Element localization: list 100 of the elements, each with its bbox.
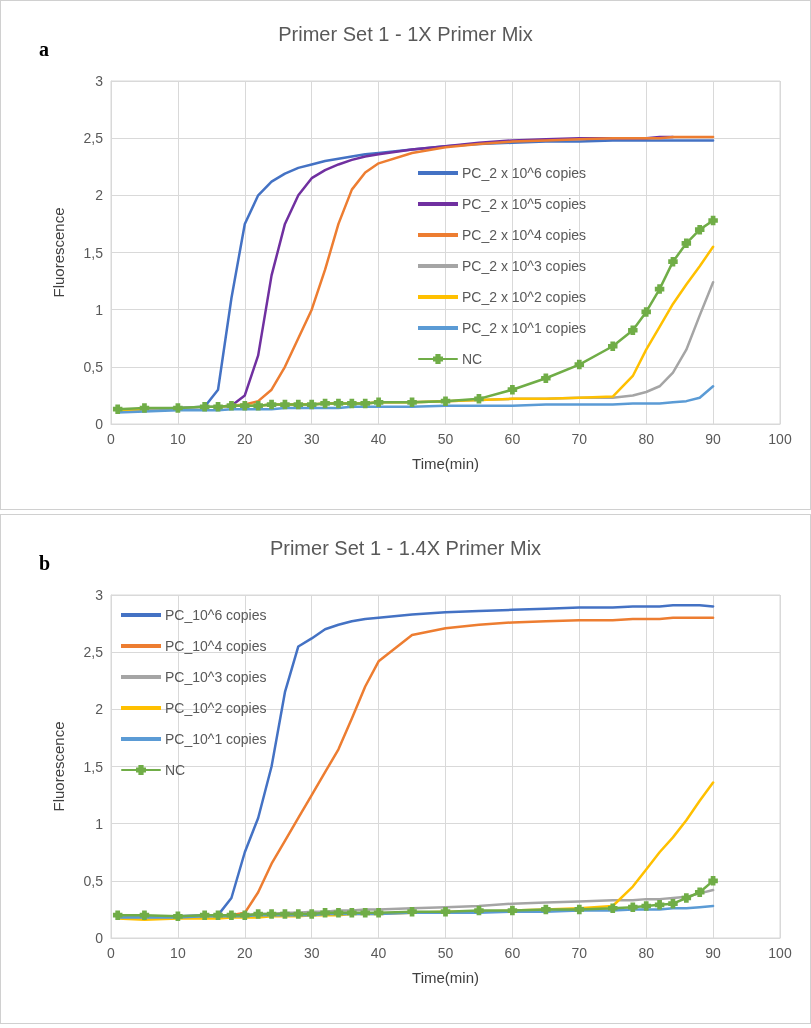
- x-tick-label: 90: [705, 431, 722, 447]
- point: [240, 910, 250, 920]
- legend-label: NC: [462, 351, 483, 367]
- legend-label: PC_2 x 10^4 copies: [462, 227, 587, 243]
- x-tick-label: 0: [107, 945, 116, 961]
- point: [541, 373, 551, 384]
- point: [213, 402, 223, 412]
- point: [360, 908, 370, 918]
- y-tick-label: 1: [95, 815, 104, 832]
- x-tick-label: 80: [638, 431, 655, 447]
- point: [173, 403, 183, 413]
- point: [373, 908, 384, 918]
- point: [280, 399, 290, 410]
- y-axis-title: Fluorescence: [50, 721, 67, 812]
- legend-label: PC_10^1 copies: [165, 731, 267, 747]
- point: [333, 908, 344, 918]
- point: [608, 903, 618, 914]
- point: [320, 398, 330, 409]
- y-axis-title: Fluorescence: [50, 207, 67, 298]
- legend-label: PC_2 x 10^1 copies: [462, 320, 587, 336]
- x-tick-label: 90: [705, 945, 722, 961]
- text: b: [39, 552, 51, 574]
- point: [199, 910, 210, 920]
- point: [694, 224, 705, 235]
- point: [293, 399, 304, 410]
- y-tick-label: 0: [95, 416, 104, 432]
- point: [668, 898, 678, 909]
- y-tick-label: 2: [95, 187, 104, 204]
- point: [440, 906, 451, 917]
- chart-title: Primer Set 1 - 1.4X Primer Mix: [269, 537, 542, 559]
- point: [407, 906, 417, 917]
- point: [253, 909, 263, 919]
- x-tick-label: 70: [571, 431, 588, 447]
- point: [240, 400, 250, 411]
- point: [641, 307, 651, 317]
- point: [407, 397, 417, 408]
- point: [253, 400, 263, 411]
- legend-label: PC_2 x 10^2 copies: [462, 289, 587, 305]
- point: [347, 398, 357, 409]
- point: [681, 893, 692, 903]
- point: [507, 384, 518, 395]
- point: [320, 908, 330, 918]
- y-tick-label: 1: [95, 301, 104, 318]
- point: [139, 910, 150, 920]
- x-tick-label: 100: [768, 945, 792, 961]
- point: [266, 909, 277, 919]
- point: [347, 908, 357, 918]
- legend-label: PC_2 x 10^3 copies: [462, 258, 587, 274]
- x-tick-label: 30: [303, 431, 320, 447]
- x-tick-label: 10: [170, 945, 186, 961]
- point: [474, 905, 484, 916]
- y-tick-label: 2,5: [83, 644, 104, 661]
- x-tick-label: 50: [437, 431, 454, 447]
- point: [608, 341, 618, 351]
- point: [574, 904, 585, 915]
- x-tick-label: 100: [768, 431, 792, 447]
- legend-label: PC_2 x 10^6 copies: [462, 165, 587, 181]
- x-tick-label: 0: [107, 431, 116, 447]
- point: [668, 256, 678, 267]
- point: [694, 887, 705, 898]
- x-tick-label: 40: [370, 431, 387, 447]
- point: [226, 910, 237, 920]
- point: [213, 910, 223, 920]
- point: [574, 359, 585, 370]
- point: [226, 400, 237, 411]
- x-tick-label: 40: [370, 945, 387, 961]
- point: [306, 399, 317, 410]
- legend-label: PC_10^6 copies: [165, 607, 267, 623]
- legend-label: NC: [165, 762, 186, 778]
- chart-title: Primer Set 1 - 1X Primer Mix: [278, 23, 533, 45]
- point: [139, 403, 150, 413]
- point: [360, 398, 370, 409]
- legend-label: PC_10^2 copies: [165, 700, 267, 716]
- point: [199, 402, 210, 412]
- point: [112, 910, 123, 920]
- y-tick-label: 2: [95, 701, 104, 718]
- point: [333, 398, 344, 409]
- x-tick-label: 10: [170, 431, 186, 447]
- x-axis-title: Time(min): [412, 969, 479, 986]
- legend-label: PC_10^3 copies: [165, 669, 267, 685]
- y-tick-label: 0,5: [83, 872, 104, 889]
- point: [173, 911, 183, 922]
- point: [373, 397, 384, 408]
- x-tick-label: 30: [303, 945, 320, 961]
- point: [440, 396, 451, 406]
- x-tick-label: 80: [638, 945, 655, 961]
- point: [681, 238, 692, 249]
- y-tick-label: 1,5: [83, 244, 104, 261]
- x-tick-label: 60: [504, 431, 521, 447]
- point: [306, 909, 317, 919]
- point: [628, 902, 638, 912]
- y-tick-label: 1,5: [83, 758, 104, 775]
- x-axis-title: Time(min): [412, 455, 479, 472]
- y-tick-label: 0,5: [83, 358, 104, 375]
- y-tick-label: 2,5: [83, 130, 104, 147]
- legend-label: PC_2 x 10^5 copies: [462, 196, 587, 212]
- y-tick-label: 3: [95, 587, 104, 603]
- point: [641, 901, 651, 911]
- point: [280, 909, 290, 919]
- point: [708, 876, 718, 886]
